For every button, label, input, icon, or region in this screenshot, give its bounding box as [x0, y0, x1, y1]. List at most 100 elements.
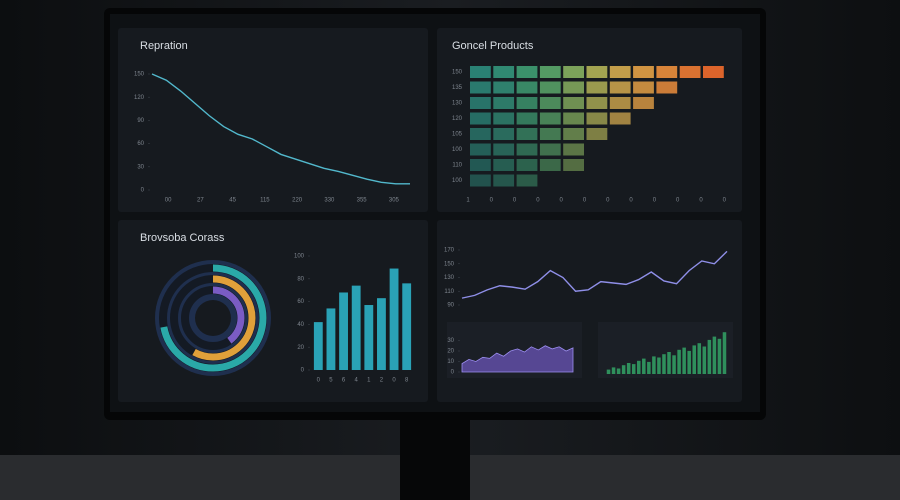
cell	[563, 112, 584, 125]
y-tick-label: 0	[301, 368, 305, 374]
bar	[611, 367, 616, 374]
ring-arc	[159, 264, 267, 372]
x-tick-label: 0	[699, 198, 703, 204]
cell	[539, 159, 561, 171]
bar	[722, 332, 727, 374]
x-tick-label: 8	[405, 378, 409, 384]
y-tick-label: 90	[447, 303, 454, 309]
bar	[364, 305, 374, 370]
y-tick-label: 0	[141, 188, 145, 194]
bar	[672, 355, 676, 374]
x-tick-label: 0	[629, 198, 633, 204]
ring-hole	[195, 300, 231, 336]
y-tick-label: 100	[294, 254, 305, 260]
cell	[470, 112, 491, 125]
bar	[470, 143, 584, 156]
cell	[539, 112, 561, 125]
x-tick-label: 1	[466, 198, 470, 204]
cell	[563, 97, 584, 109]
y-tick-label: 100	[452, 178, 463, 184]
cell	[609, 112, 631, 125]
x-tick-label: 0	[513, 198, 517, 204]
bar	[692, 345, 696, 374]
y-tick-label: 120	[452, 116, 463, 122]
cell	[470, 128, 491, 140]
cell	[470, 159, 491, 171]
cell	[563, 143, 584, 156]
y-tick-label: 60	[297, 299, 304, 305]
x-tick-label: 27	[197, 198, 204, 204]
y-tick-label: 30	[447, 338, 454, 344]
ring-arc	[170, 275, 256, 361]
x-tick-label: 220	[292, 198, 303, 204]
y-tick-label: 110	[444, 289, 454, 295]
bar	[667, 352, 671, 374]
y-tick-label: 80	[297, 276, 304, 282]
bar	[470, 97, 654, 109]
ring-arc	[181, 286, 245, 350]
cell	[539, 143, 561, 156]
x-tick-label: 0	[653, 198, 657, 204]
x-tick-label: 0	[606, 198, 610, 204]
x-tick-label: 0	[583, 198, 587, 204]
bar	[682, 347, 686, 374]
cell	[470, 174, 491, 187]
bar	[677, 349, 681, 374]
line	[151, 73, 410, 185]
bar	[626, 363, 631, 374]
monitor-stand	[400, 410, 470, 500]
x-tick-label: 0	[317, 378, 321, 384]
cell	[586, 112, 608, 125]
cell	[609, 66, 631, 78]
cell	[609, 81, 631, 94]
x-tick-label: 0	[676, 198, 680, 204]
panel-title: Goncel Products	[452, 40, 534, 52]
cell	[563, 128, 584, 140]
y-tick-label: 30	[137, 164, 144, 170]
cell	[563, 159, 584, 171]
cell	[470, 66, 491, 78]
bar	[657, 357, 661, 374]
x-tick-label: 115	[260, 198, 270, 204]
cell	[586, 128, 608, 140]
y-tick-label: 150	[444, 261, 455, 267]
y-tick-label: 60	[137, 141, 144, 147]
cell	[703, 66, 724, 78]
x-tick-label: 5	[329, 378, 333, 384]
x-tick-label: 1	[367, 378, 371, 384]
bar	[717, 338, 722, 374]
bar	[712, 336, 717, 374]
cell	[539, 81, 561, 94]
bar	[662, 354, 666, 374]
bar	[339, 292, 348, 370]
bar	[637, 360, 641, 374]
cell	[539, 97, 561, 109]
cell	[516, 81, 538, 94]
bar	[470, 66, 724, 78]
x-tick-label: 45	[229, 198, 236, 204]
cell	[516, 66, 538, 78]
y-tick-label: 40	[297, 322, 304, 328]
y-tick-label: 120	[134, 95, 145, 101]
cell	[563, 66, 584, 78]
cell	[516, 128, 538, 140]
cell	[633, 97, 654, 109]
cell	[563, 81, 584, 94]
bar	[687, 350, 691, 374]
bar	[470, 81, 678, 94]
x-tick-label: 4	[355, 378, 359, 384]
cell	[539, 66, 561, 78]
bar	[616, 368, 621, 374]
x-tick-label: 00	[165, 198, 172, 204]
x-tick-label: 0	[723, 198, 727, 204]
cell	[493, 174, 515, 187]
bar	[621, 365, 626, 374]
cell	[633, 81, 654, 94]
bar	[652, 356, 656, 374]
bar	[351, 285, 361, 370]
cell	[516, 112, 538, 125]
cell	[586, 81, 608, 94]
x-tick-label: 0	[392, 378, 396, 384]
bar	[470, 128, 608, 140]
